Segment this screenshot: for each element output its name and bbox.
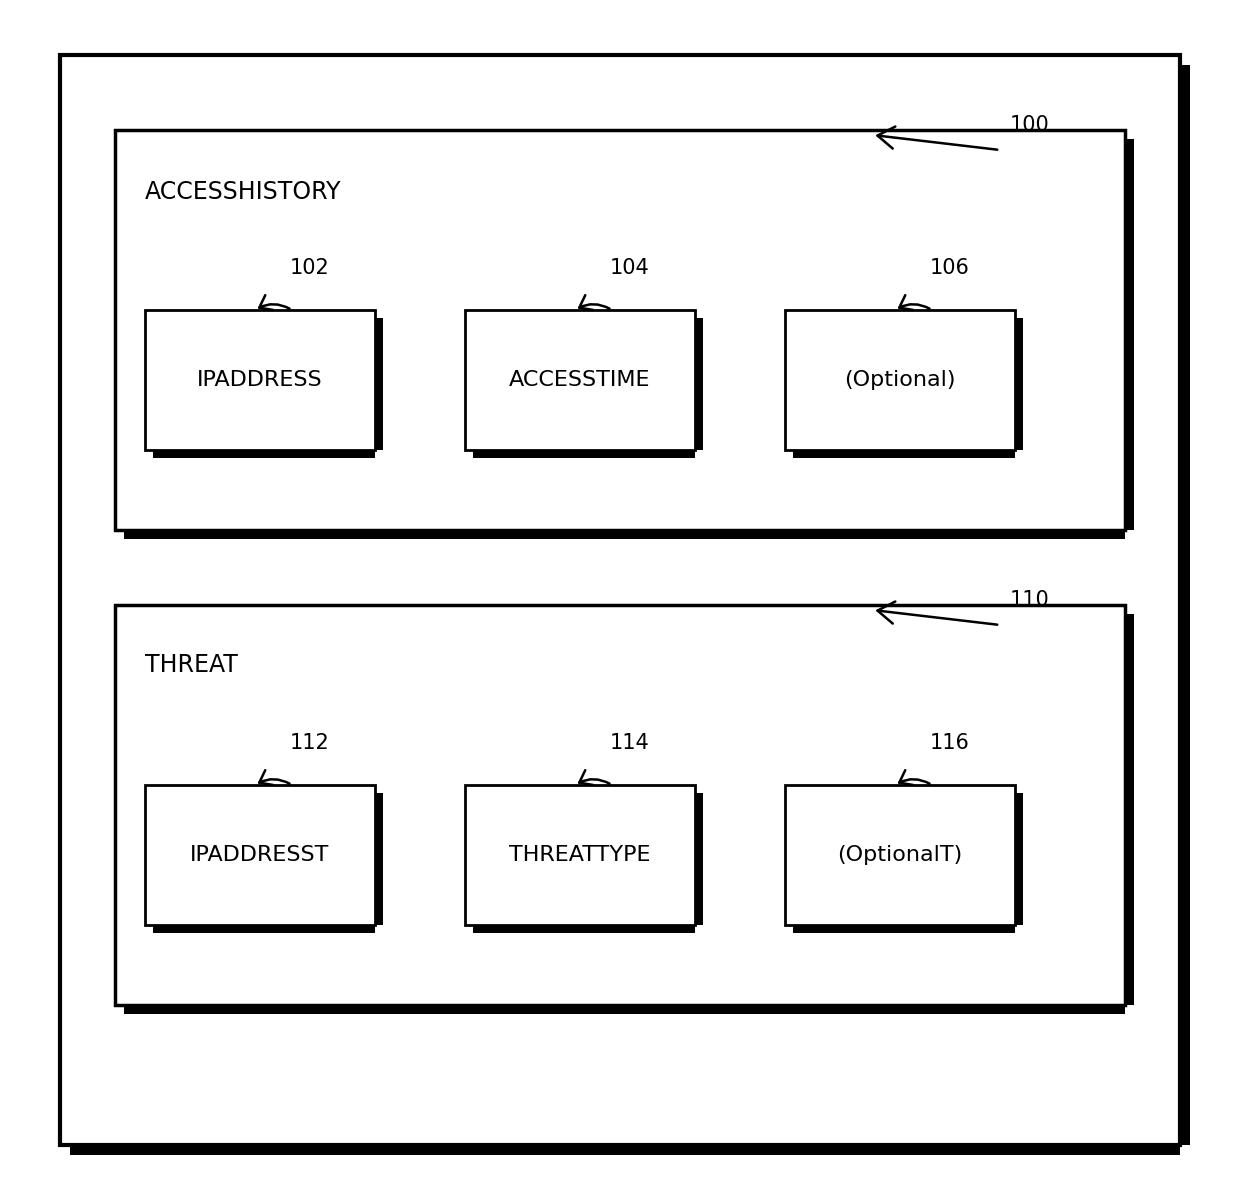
FancyArrowPatch shape — [878, 126, 997, 149]
Text: IPADDRESS: IPADDRESS — [197, 370, 322, 390]
Text: 112: 112 — [290, 733, 330, 752]
Text: ACCESSHISTORY: ACCESSHISTORY — [145, 181, 341, 203]
Polygon shape — [794, 793, 1023, 933]
FancyArrowPatch shape — [899, 295, 930, 309]
Text: ACCESSTIME: ACCESSTIME — [510, 370, 651, 390]
FancyArrowPatch shape — [899, 771, 930, 785]
Polygon shape — [153, 793, 383, 933]
Bar — [785, 785, 1016, 925]
Text: 104: 104 — [610, 258, 650, 278]
Text: (Optional): (Optional) — [844, 370, 956, 390]
Text: 110: 110 — [1011, 590, 1050, 610]
Text: 116: 116 — [930, 733, 970, 752]
Text: 114: 114 — [610, 733, 650, 752]
Text: 106: 106 — [930, 258, 970, 278]
Polygon shape — [472, 793, 703, 933]
Bar — [115, 130, 1125, 530]
Polygon shape — [124, 614, 1135, 1014]
Bar — [115, 604, 1125, 1005]
Polygon shape — [472, 318, 703, 458]
FancyArrowPatch shape — [259, 295, 290, 309]
Text: THREATTYPE: THREATTYPE — [510, 845, 651, 864]
Polygon shape — [124, 138, 1135, 539]
Bar — [465, 309, 694, 450]
Bar — [785, 309, 1016, 450]
Text: THREAT: THREAT — [145, 653, 238, 677]
Bar — [465, 785, 694, 925]
Polygon shape — [69, 65, 1190, 1155]
FancyArrowPatch shape — [878, 602, 997, 625]
Polygon shape — [153, 318, 383, 458]
Text: 100: 100 — [1011, 116, 1050, 135]
FancyArrowPatch shape — [579, 295, 610, 309]
Text: (OptionalT): (OptionalT) — [837, 845, 962, 864]
FancyArrowPatch shape — [259, 771, 290, 785]
FancyArrowPatch shape — [579, 771, 610, 785]
Text: 102: 102 — [290, 258, 330, 278]
Polygon shape — [794, 318, 1023, 458]
Text: IPADDRESST: IPADDRESST — [190, 845, 330, 864]
Bar — [145, 785, 374, 925]
Bar — [145, 309, 374, 450]
